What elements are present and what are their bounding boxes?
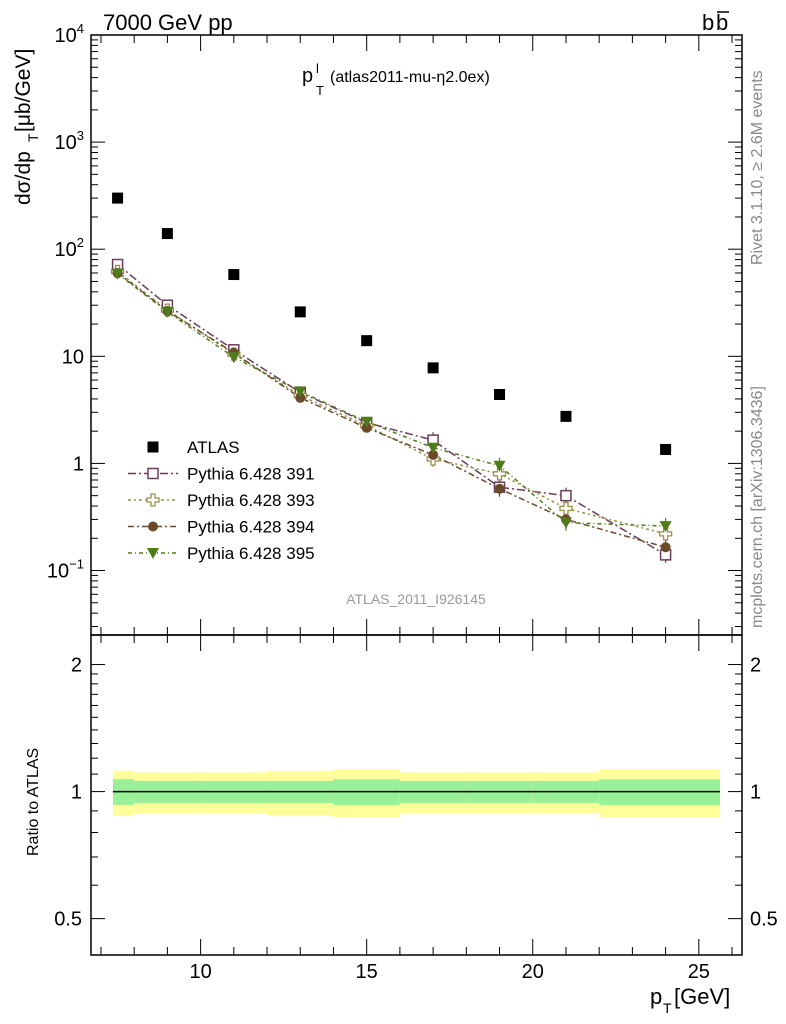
ratio-bands [112,769,721,818]
analysis-id: ATLAS_2011_I926145 [346,591,486,607]
y-axis-label: dσ/dp T [μb/GeV] [12,49,41,205]
header-right: b b [702,10,729,35]
data-point [559,517,572,529]
legend-marker [147,548,159,559]
ratio-y-tick-label: 0.5 [54,909,82,931]
legend-marker [147,441,159,453]
header-right-b: b [702,10,714,35]
main-y-ticks: 10−1 1 10 102 103 104 [47,21,742,628]
header-left: 7000 GeV pp [103,10,233,35]
rivet-label: Rivet 3.1.10, ≥ 2.6M events [749,70,766,265]
y-tick-label: 104 [55,21,84,47]
series-line [117,263,666,556]
x-axis-label: p T [GeV] [650,984,730,1016]
legend: ATLAS Pythia 6.428 391 Pythia 6.428 393 Pyt… [128,438,315,563]
x-tick-label: 15 [356,961,378,983]
data-point [295,392,306,403]
ratio-x-ticks: 10 15 20 25 [100,635,733,983]
legend-label: ATLAS [187,438,240,457]
data-point [294,386,307,398]
data-point [360,416,373,428]
legend-marker [146,493,160,507]
data-point [493,460,506,472]
data-point [658,527,673,541]
data-point [111,268,124,280]
main-x-ticks [100,35,733,635]
y-tick-label: 102 [55,235,84,261]
legend-marker [148,521,158,532]
y-axis-label-a: dσ/dp [12,151,35,205]
ratio-y-tick-label: 1 [71,782,82,804]
data-point [560,410,572,422]
data-point [161,306,174,318]
plot-title-p: p [302,65,313,87]
plot-title-sup: l [316,61,319,76]
data-point [161,228,173,240]
data-point [659,521,672,533]
data-point [427,362,439,374]
plot-title-sub: T [316,83,324,98]
mcplots-label: mcplots.cern.ch [arXiv:1306.3436] [749,386,766,628]
x-tick-label: 10 [189,961,211,983]
series-line [117,273,666,527]
data-point [361,422,372,433]
y-tick-label: 1 [73,453,84,475]
ratio-y-tick-label: 2 [71,655,82,677]
legend-label: Pythia 6.428 391 [187,465,315,484]
data-point [494,388,506,400]
legend-marker [147,467,159,480]
data-point [494,483,505,494]
plot-title-rest: (atlas2011-mu-η2.0ex) [330,69,490,86]
data-marks [110,192,673,561]
ratio-plot-frame [90,634,743,956]
main-panel: 10−1 1 10 102 103 104 p l T (atlas2011-mu-η2.… [12,21,743,636]
ratio-y-tick-label: 2 [750,655,761,677]
y-tick-label: 10−1 [47,557,84,583]
data-point [228,269,240,281]
legend-label: Pythia 6.428 394 [187,518,315,537]
ratio-panel: 0.5 0.5 1 1 2 2 10 15 20 25 Ratio to ATLAS p T [… [25,634,778,1016]
x-axis-label-a: p [650,984,662,1009]
ratio-y-axis-label: Ratio to ATLAS [25,748,42,856]
legend-label: Pythia 6.428 395 [187,544,315,563]
ratio-y-ticks: 0.5 0.5 1 1 2 2 [54,655,778,931]
y-axis-label-b: [μb/GeV] [12,49,35,132]
data-point [492,467,507,481]
y-tick-label: 103 [55,128,84,154]
x-tick-label: 25 [688,961,710,983]
x-axis-label-b: [GeV] [674,984,730,1009]
data-point [112,192,124,204]
data-point [660,542,671,553]
data-point [361,335,373,347]
legend-label: Pythia 6.428 393 [187,491,315,510]
y-tick-label: 10 [62,346,84,368]
data-point [559,501,573,516]
header-right-bbar: b [716,10,728,35]
data-point [428,449,439,460]
x-axis-label-sub: T [663,1000,672,1016]
data-point [427,442,440,454]
data-point [560,489,572,502]
x-tick-label: 20 [522,961,544,983]
plot-title: p l T (atlas2011-mu-η2.0ex) [302,61,490,98]
data-point [660,443,672,455]
data-point [294,306,306,318]
y-axis-label-sub: T [25,133,41,142]
ratio-y-tick-label: 1 [750,782,761,804]
data-point [227,352,240,364]
ratio-y-tick-label: 0.5 [750,909,778,931]
